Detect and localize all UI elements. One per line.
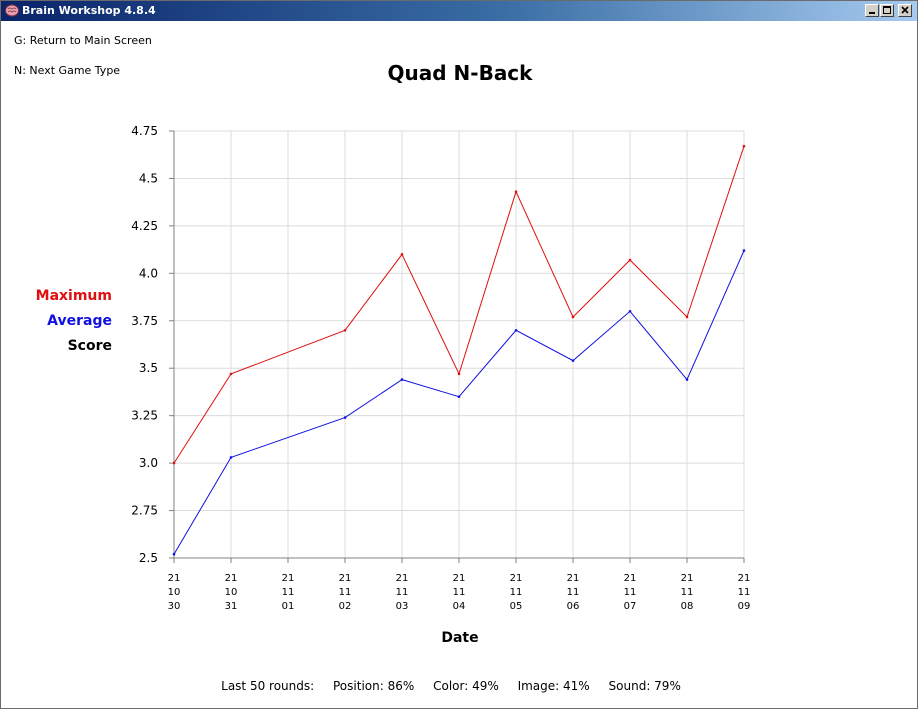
data-point-maximum (628, 258, 632, 262)
x-tick-label: 04 (453, 601, 466, 612)
minimize-icon (869, 12, 875, 14)
data-point-average (685, 378, 689, 381)
x-tick-label: 21 (225, 573, 238, 584)
x-tick-label: 21 (567, 573, 580, 584)
y-tick-label: 2.5 (139, 551, 158, 565)
minimize-button[interactable] (865, 4, 879, 17)
data-point-average (229, 456, 233, 459)
data-point-average (343, 416, 347, 419)
x-tick-label: 11 (339, 587, 352, 598)
data-point-average (172, 552, 176, 556)
data-point-maximum (685, 315, 689, 319)
series-line-average (173, 250, 745, 555)
chart-title: Quad N-Back (387, 61, 533, 85)
data-point-average (400, 378, 404, 381)
series-line-maximum (173, 146, 745, 464)
x-tick-label: 11 (396, 587, 409, 598)
data-point-average (457, 395, 461, 398)
legend-maximum: Maximum (35, 288, 112, 304)
x-tick-label: 11 (624, 587, 637, 598)
x-tick-label: 11 (738, 587, 751, 598)
x-tick-label: 06 (567, 601, 580, 612)
data-point-maximum (343, 328, 347, 332)
maximize-icon (883, 6, 891, 14)
x-tick-label: 11 (510, 587, 523, 598)
x-tick-label: 11 (453, 587, 466, 598)
footer-position: Position: 86% (333, 679, 415, 693)
footer-sound: Sound: 79% (608, 679, 681, 693)
data-point-maximum (172, 461, 176, 465)
maximize-button[interactable] (880, 4, 894, 17)
x-tick-label: 21 (282, 573, 295, 584)
footer-color: Color: 49% (433, 679, 499, 693)
data-point-maximum (457, 372, 461, 376)
x-tick-label: 08 (681, 601, 694, 612)
y-tick-label: 3.75 (131, 314, 158, 328)
legend-average: Average (47, 313, 112, 329)
footer-image: Image: 41% (517, 679, 590, 693)
footer-prefix: Last 50 rounds: (221, 679, 315, 693)
x-tick-label: 21 (168, 573, 181, 584)
x-tick-label: 21 (681, 573, 694, 584)
y-tick-label: 2.75 (131, 504, 158, 518)
x-tick-label: 21 (738, 573, 751, 584)
x-tick-label: 10 (168, 587, 181, 598)
data-point-average (571, 359, 575, 362)
data-point-maximum (514, 190, 518, 194)
data-point-maximum (400, 253, 404, 256)
y-tick-label: 3.0 (139, 456, 158, 470)
y-tick-label: 4.75 (131, 124, 158, 138)
x-tick-label: 01 (282, 601, 295, 612)
x-axis-label: Date (441, 630, 479, 646)
title-bar[interactable]: Brain Workshop 4.8.4 (1, 1, 917, 21)
data-point-average (742, 249, 746, 252)
y-tick-label: 4.25 (131, 219, 158, 233)
legend-score: Score (67, 338, 112, 354)
x-tick-label: 02 (339, 601, 352, 612)
x-tick-label: 09 (738, 601, 751, 612)
x-tick-label: 07 (624, 601, 637, 612)
y-tick-label: 3.25 (131, 409, 158, 423)
x-tick-label: 11 (681, 587, 694, 598)
x-tick-label: 10 (225, 587, 238, 598)
x-tick-label: 11 (567, 587, 580, 598)
x-tick-label: 11 (282, 587, 295, 598)
x-tick-label: 21 (396, 573, 409, 584)
close-icon (901, 6, 909, 14)
return-main-hint: G: Return to Main Screen (14, 34, 152, 47)
x-tick-label: 31 (225, 601, 238, 612)
y-tick-label: 4.0 (139, 266, 158, 280)
x-tick-label: 05 (510, 601, 523, 612)
x-tick-label: 21 (624, 573, 637, 584)
window-title: Brain Workshop 4.8.4 (22, 4, 156, 17)
data-point-average (628, 309, 632, 313)
x-tick-label: 21 (453, 573, 466, 584)
data-point-maximum (571, 315, 575, 319)
x-tick-label: 03 (396, 601, 409, 612)
stats-footer: Last 50 rounds: Position: 86% Color: 49%… (151, 679, 751, 693)
y-tick-label: 4.5 (139, 171, 158, 185)
y-tick-label: 3.5 (139, 361, 158, 375)
data-point-maximum (229, 372, 233, 376)
x-tick-label: 21 (339, 573, 352, 584)
data-point-maximum (742, 144, 746, 148)
close-button[interactable] (898, 4, 912, 17)
brain-icon (5, 4, 19, 17)
x-tick-label: 21 (510, 573, 523, 584)
x-tick-label: 30 (168, 601, 181, 612)
data-point-average (514, 328, 518, 332)
next-game-hint: N: Next Game Type (14, 64, 121, 77)
